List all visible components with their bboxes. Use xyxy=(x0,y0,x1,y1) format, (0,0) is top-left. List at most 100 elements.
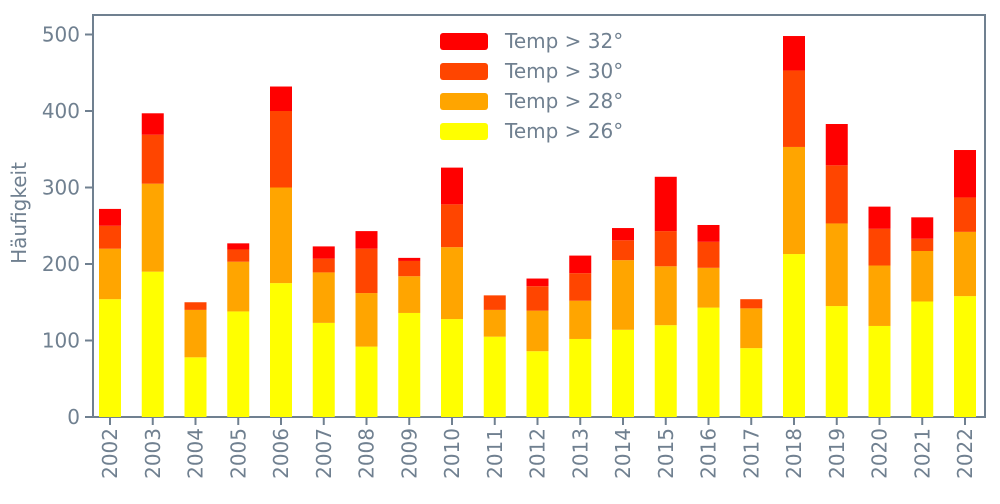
plot-area: 0 100 200 300 400 500 2002 2003 2004 2005 2006 2007… xyxy=(42,14,986,479)
y-axis-label: Häufigkeit xyxy=(7,162,31,264)
bar-segment-2006-30 xyxy=(270,111,292,188)
bar-segment-2020-26 xyxy=(868,325,891,417)
x-tick-label: 2006 xyxy=(269,428,293,479)
bar-segment-2003-26 xyxy=(141,271,164,417)
bar-segment-2010-28 xyxy=(441,247,463,320)
bar-segment-2002-26 xyxy=(99,299,121,417)
bar-segment-2014-32 xyxy=(612,228,634,241)
x-tick-label: 2016 xyxy=(697,428,721,479)
x-tick-label: 2003 xyxy=(141,428,165,479)
bar-segment-2014-26 xyxy=(612,329,634,417)
bar-segment-2017-26 xyxy=(740,348,763,417)
bar-segment-2019-26 xyxy=(825,306,848,417)
bar-segment-2016-32 xyxy=(697,224,720,242)
bar-segment-2006-28 xyxy=(270,187,292,284)
bar-segment-2012-28 xyxy=(526,310,549,352)
bar-segment-2003-30 xyxy=(141,134,164,184)
legend-swatch-temp-30 xyxy=(440,63,488,80)
bar-segment-2013-32 xyxy=(569,255,592,274)
bar-segment-2009-28 xyxy=(398,276,421,313)
bar-segment-2007-30 xyxy=(312,258,335,273)
bar-segment-2020-30 xyxy=(868,228,891,266)
bar-segment-2008-32 xyxy=(355,231,378,249)
x-tick-label: 2022 xyxy=(953,428,977,479)
bar-segment-2013-26 xyxy=(569,338,592,417)
bar-segment-2009-30 xyxy=(398,260,421,277)
bar-segment-2022-26 xyxy=(954,296,976,417)
bar-segment-2018-28 xyxy=(783,146,805,255)
bar-segment-2019-28 xyxy=(825,223,848,307)
bar-segment-2005-32 xyxy=(227,243,250,250)
bar-segment-2002-30 xyxy=(99,225,121,249)
bar-segment-2016-26 xyxy=(697,307,720,417)
x-tick-label: 2015 xyxy=(654,428,678,479)
legend-label-temp-32: Temp > 32° xyxy=(504,29,623,53)
bar-segment-2010-32 xyxy=(441,167,463,205)
bar-segment-2022-32 xyxy=(954,150,976,198)
x-tick-label: 2014 xyxy=(611,428,635,479)
legend-label-temp-26: Temp > 26° xyxy=(504,119,623,143)
bar-segment-2006-26 xyxy=(270,283,292,417)
bar-segment-2004-26 xyxy=(184,357,207,417)
bar-segment-2012-26 xyxy=(526,351,549,417)
bar-segment-2008-30 xyxy=(355,248,378,294)
bar-segment-2004-28 xyxy=(184,309,207,358)
bar-segment-2008-26 xyxy=(355,346,378,417)
legend-label-temp-30: Temp > 30° xyxy=(504,59,623,83)
bar-segment-2002-32 xyxy=(99,208,121,226)
x-tick-label: 2007 xyxy=(312,428,336,479)
legend-label-temp-28: Temp > 28° xyxy=(504,89,623,113)
bar-segment-2014-30 xyxy=(612,240,634,261)
bar-segment-2013-28 xyxy=(569,300,592,339)
x-tick-label: 2004 xyxy=(184,428,208,479)
bar-segment-2019-32 xyxy=(825,124,848,166)
x-tick-label: 2021 xyxy=(910,428,934,479)
bar-segment-2015-28 xyxy=(654,266,677,326)
x-tick-label: 2019 xyxy=(825,428,849,479)
bar-segment-2020-32 xyxy=(868,206,891,229)
bar-segment-2021-30 xyxy=(911,238,934,251)
x-tick-label: 2011 xyxy=(483,428,507,479)
bar-segment-2022-30 xyxy=(954,197,976,232)
bar-segment-2005-30 xyxy=(227,249,250,262)
legend-swatch-temp-26 xyxy=(440,123,488,140)
bar-segment-2002-28 xyxy=(99,248,121,300)
bar-segment-2013-30 xyxy=(569,273,592,301)
bar-segment-2007-32 xyxy=(312,246,335,259)
bar-segment-2005-26 xyxy=(227,311,250,417)
bar-segment-2021-32 xyxy=(911,217,934,239)
bar-segment-2011-30 xyxy=(483,295,506,310)
legend-swatch-temp-28 xyxy=(440,93,488,110)
y-tick-label: 0 xyxy=(67,405,80,429)
bar-segment-2011-26 xyxy=(483,336,506,417)
bar-segment-2020-28 xyxy=(868,265,891,326)
bar-segment-2022-28 xyxy=(954,231,976,297)
bar-segment-2015-26 xyxy=(654,325,677,417)
y-tick-label: 500 xyxy=(42,23,80,47)
bar-segment-2017-30 xyxy=(740,299,763,309)
bar-segment-2014-28 xyxy=(612,260,634,330)
x-tick-label: 2012 xyxy=(526,428,550,479)
bar-segment-2018-30 xyxy=(783,70,805,147)
x-tick-label: 2018 xyxy=(782,428,806,479)
x-tick-label: 2010 xyxy=(440,428,464,479)
bar-segment-2012-30 xyxy=(526,286,549,311)
bar-segment-2019-30 xyxy=(825,165,848,224)
x-tick-label: 2020 xyxy=(868,428,892,479)
bar-segment-2018-26 xyxy=(783,254,805,417)
x-tick-label: 2002 xyxy=(98,428,122,479)
y-tick-label: 300 xyxy=(42,176,80,200)
x-tick-label: 2013 xyxy=(568,428,592,479)
legend-swatch-temp-32 xyxy=(440,33,488,50)
bar-segment-2003-32 xyxy=(141,113,164,135)
y-tick-label: 400 xyxy=(42,99,80,123)
bar-segment-2003-28 xyxy=(141,183,164,272)
bar-segment-2016-30 xyxy=(697,241,720,268)
bar-segment-2007-28 xyxy=(312,272,335,323)
bar-segment-2010-30 xyxy=(441,204,463,248)
bar-segment-2009-32 xyxy=(398,257,421,261)
x-tick-label: 2005 xyxy=(226,428,250,479)
bar-segment-2015-32 xyxy=(654,176,677,232)
